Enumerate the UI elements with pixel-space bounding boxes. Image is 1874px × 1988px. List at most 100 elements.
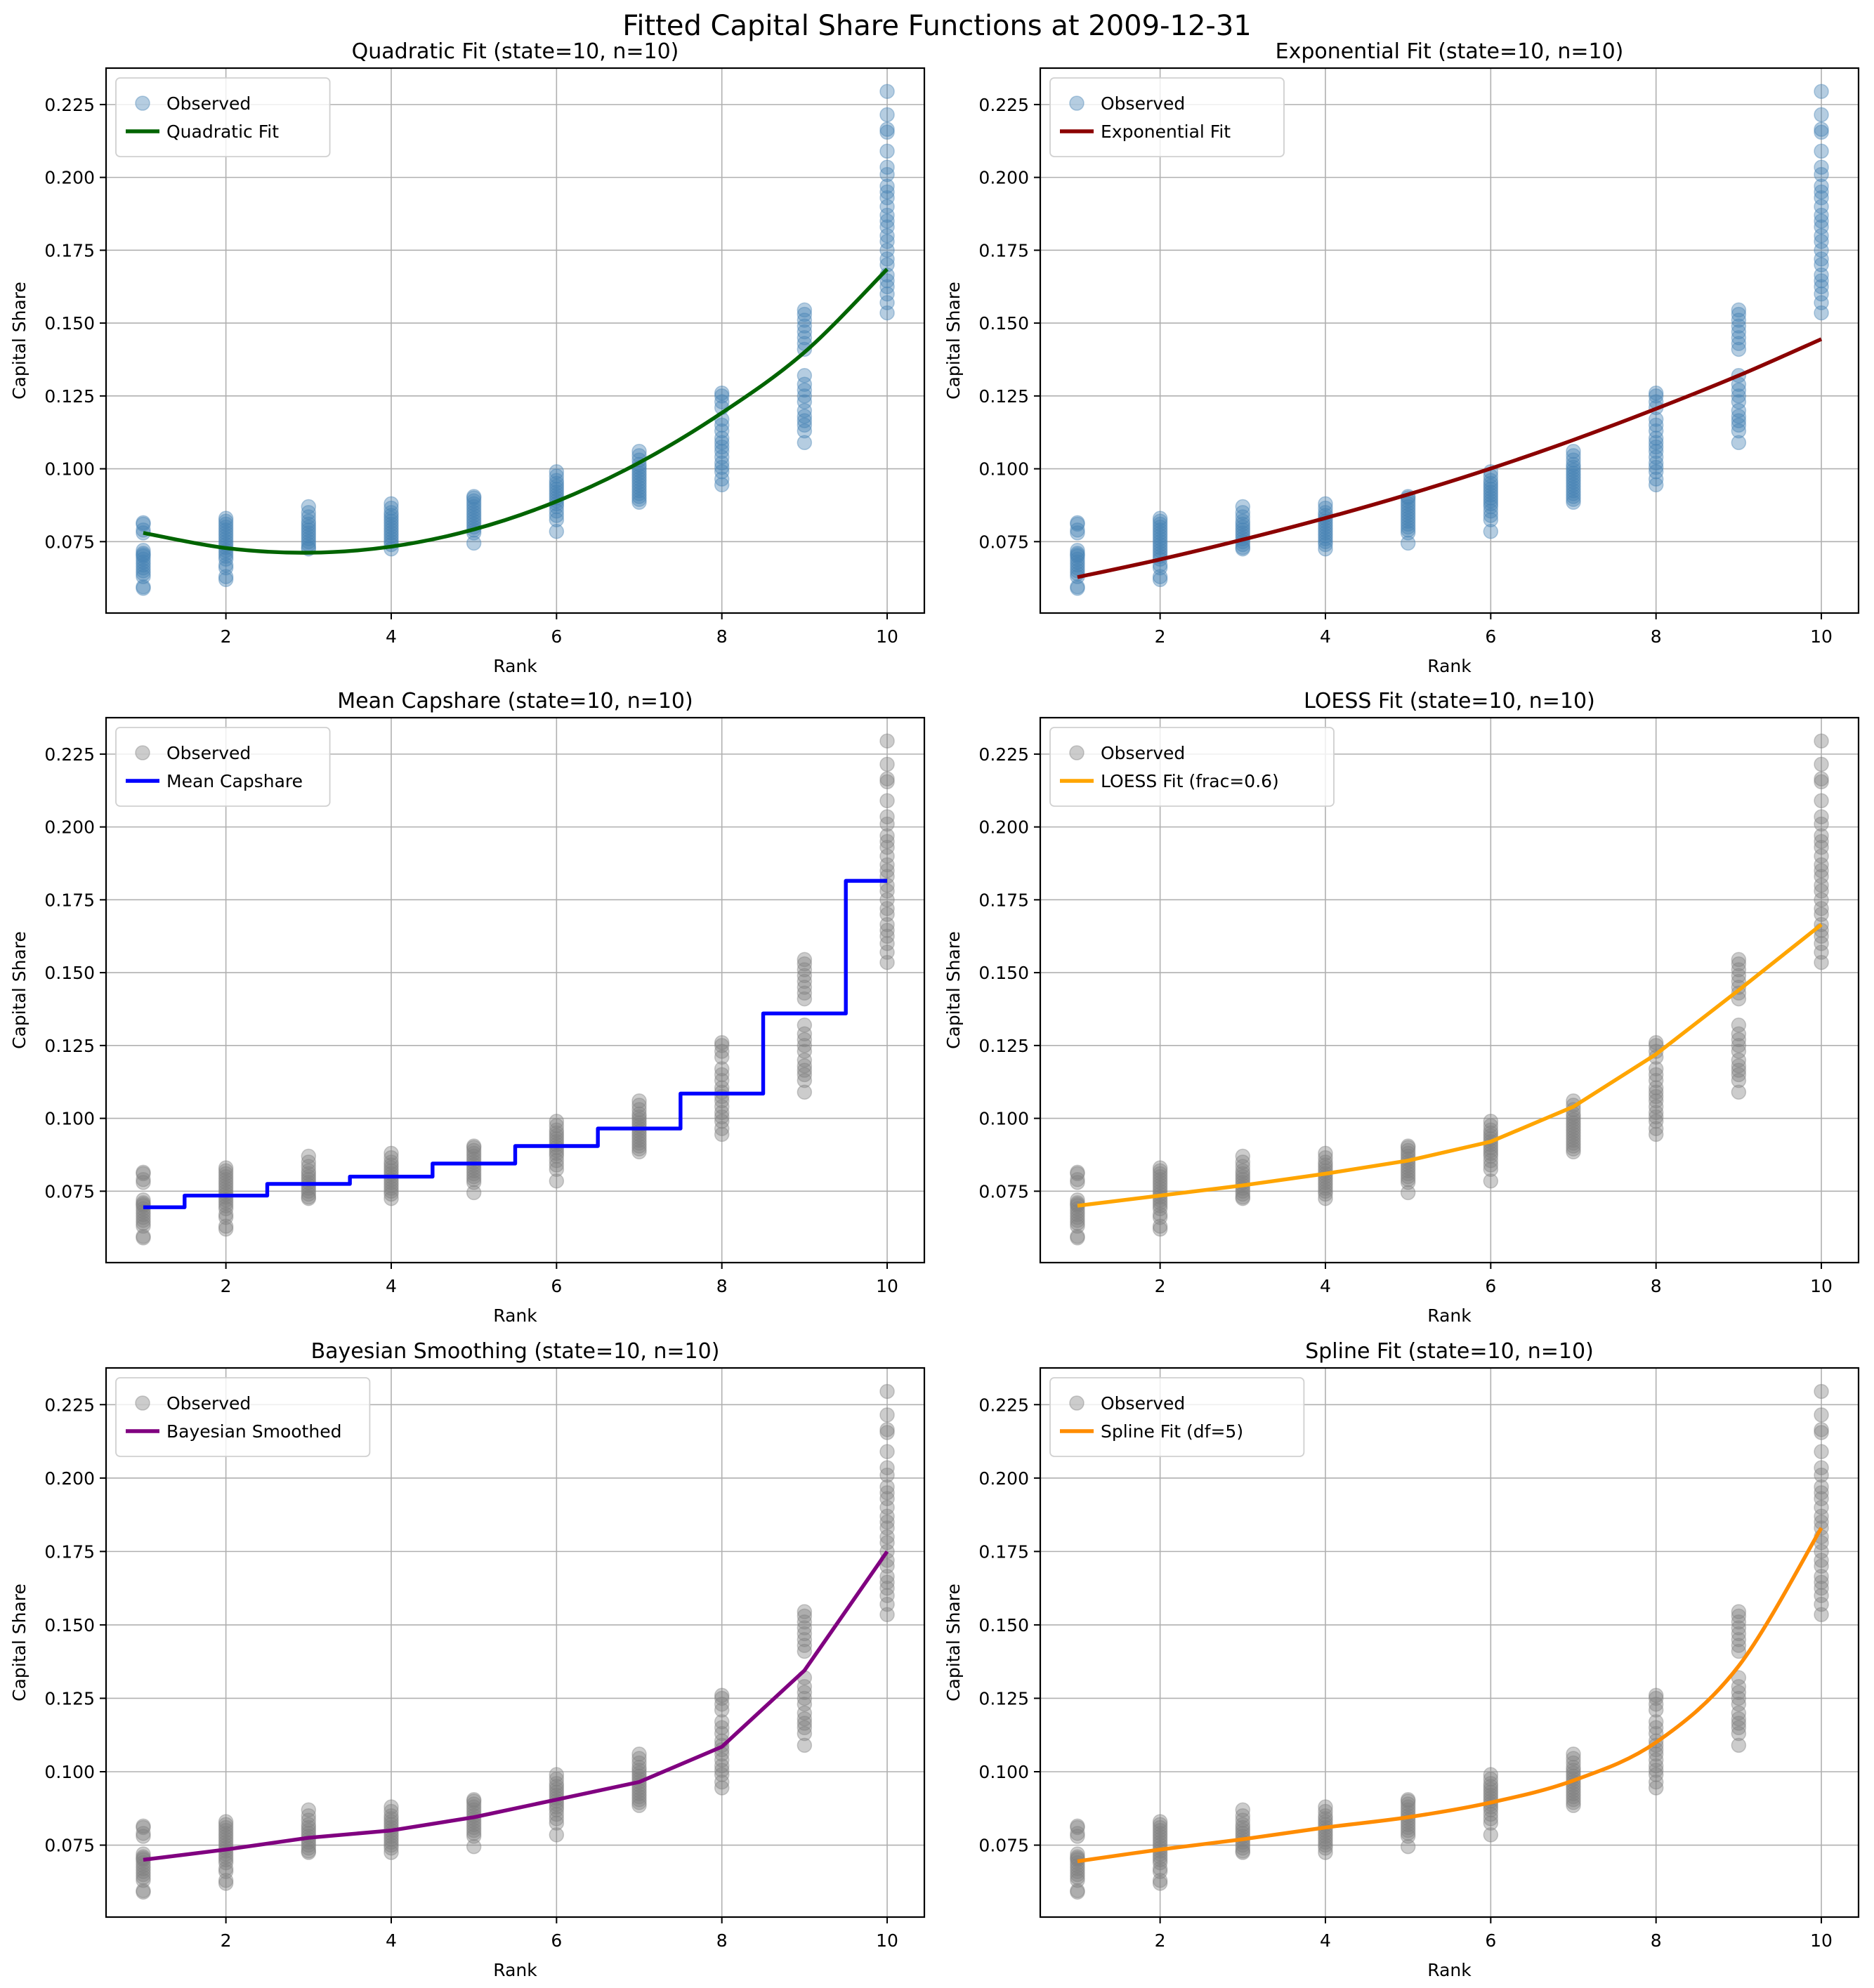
observed-point	[1566, 459, 1581, 475]
observed-point	[384, 1154, 399, 1170]
observed-point	[218, 1822, 234, 1838]
observed-point	[136, 560, 151, 576]
observed-point	[1400, 1826, 1416, 1841]
observed-point	[218, 516, 234, 532]
y-tick-label: 0.200	[978, 817, 1029, 838]
observed-point	[631, 1795, 647, 1810]
observed-point	[797, 1716, 813, 1731]
observed-point	[879, 1558, 895, 1574]
observed-point	[1152, 525, 1168, 541]
observed-scatter	[136, 733, 895, 1246]
observed-point	[218, 1209, 234, 1225]
observed-point	[136, 1216, 151, 1231]
observed-point	[631, 1109, 647, 1125]
observed-point	[1070, 1869, 1085, 1885]
fit-line	[1077, 337, 1823, 579]
observed-point	[1235, 516, 1251, 532]
observed-point	[1070, 1164, 1085, 1180]
x-tick-label: 8	[716, 626, 728, 647]
observed-point	[1814, 219, 1829, 235]
observed-point	[301, 1159, 317, 1174]
observed-point	[1814, 1444, 1829, 1459]
observed-point	[1070, 1864, 1085, 1879]
x-tick-label: 8	[1651, 1276, 1662, 1296]
observed-point	[1400, 1793, 1416, 1809]
observed-point	[879, 166, 895, 183]
observed-point	[879, 1485, 895, 1501]
observed-point	[879, 199, 895, 214]
observed-point	[1731, 1632, 1747, 1647]
observed-point	[549, 473, 565, 488]
observed-point	[879, 944, 895, 960]
observed-point	[797, 1604, 813, 1619]
observed-point	[1070, 1230, 1085, 1246]
observed-point	[1235, 1808, 1251, 1824]
observed-point	[301, 1163, 317, 1179]
observed-point	[714, 1687, 730, 1704]
observed-point	[1235, 1154, 1251, 1170]
observed-point	[1814, 809, 1829, 824]
observed-point	[1648, 1702, 1664, 1718]
observed-point	[631, 468, 647, 484]
observed-point	[797, 1643, 813, 1659]
observed-point	[879, 954, 895, 970]
observed-point	[1152, 1166, 1168, 1182]
y-tick-label: 0.200	[44, 817, 95, 838]
y-tick-label: 0.125	[978, 1036, 1029, 1056]
observed-point	[797, 1072, 813, 1088]
observed-point	[1152, 1831, 1168, 1847]
observed-point	[549, 1161, 565, 1177]
observed-point	[1566, 1118, 1581, 1133]
observed-point	[1566, 480, 1581, 496]
observed-point	[631, 1135, 647, 1151]
observed-point	[549, 1173, 565, 1189]
legend-label-fit: Bayesian Smoothed	[166, 1421, 341, 1442]
observed-point	[1814, 954, 1829, 970]
observed-point	[879, 159, 895, 175]
observed-point	[1814, 828, 1829, 843]
observed-point	[1235, 499, 1251, 515]
observed-point	[1731, 423, 1747, 439]
observed-point	[1731, 1062, 1747, 1078]
observed-point	[1648, 1697, 1664, 1712]
observed-point	[714, 471, 730, 487]
observed-point	[466, 1838, 482, 1855]
observed-point	[714, 1758, 730, 1774]
observed-point	[1483, 1161, 1499, 1177]
observed-point	[301, 505, 317, 520]
observed-point	[1566, 1144, 1581, 1160]
observed-point	[714, 1767, 730, 1782]
observed-point	[1152, 537, 1168, 553]
observed-point	[879, 816, 895, 832]
observed-point	[631, 480, 647, 496]
observed-point	[631, 471, 647, 487]
observed-point	[384, 1834, 399, 1850]
observed-point	[301, 1154, 317, 1170]
observed-point	[879, 305, 895, 321]
observed-point	[218, 519, 234, 535]
observed-point	[1731, 1614, 1747, 1630]
observed-point	[797, 1084, 813, 1100]
observed-point	[631, 1098, 647, 1113]
observed-point	[1814, 190, 1829, 206]
observed-point	[714, 1697, 730, 1712]
observed-point	[797, 1018, 813, 1033]
subplot-6: Spline Fit (state=10, n=10)2 4 6 8 100.0750.…	[943, 1339, 1860, 1980]
observed-point	[466, 508, 482, 523]
observed-point	[631, 1093, 647, 1109]
observed-point	[631, 482, 647, 499]
observed-point	[1483, 490, 1499, 506]
legend: Observed Exponential Fit	[1049, 77, 1285, 157]
x-tick-label: 6	[551, 626, 562, 647]
observed-point	[1318, 531, 1333, 546]
observed-point	[1648, 435, 1664, 450]
observed-point	[1152, 511, 1168, 526]
observed-point	[136, 566, 151, 581]
y-axis-label: Capital Share	[943, 931, 964, 1049]
legend-label-fit: Exponential Fit	[1101, 121, 1231, 142]
observed-point	[797, 417, 813, 433]
legend-box	[115, 1377, 371, 1457]
observed-point	[549, 463, 565, 480]
observed-point	[466, 1793, 482, 1809]
observed-point	[218, 513, 234, 529]
